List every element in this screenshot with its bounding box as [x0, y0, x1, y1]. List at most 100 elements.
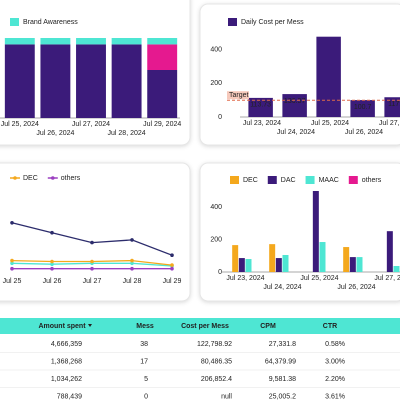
table-header: CTR: [323, 323, 337, 330]
legend-swatch: [50, 176, 55, 180]
x-tick-label: Jul 25, 2024: [1, 121, 39, 128]
point: [170, 253, 174, 257]
table-cell: 122,798.92: [197, 341, 232, 348]
table-cell: 0: [144, 393, 148, 400]
point: [130, 238, 134, 242]
bar-segment: [4, 38, 35, 45]
bar-segment: [147, 70, 178, 118]
legend-swatch: [228, 18, 237, 26]
point: [90, 266, 94, 271]
bar: [248, 97, 273, 117]
y-tick-label: 0: [218, 114, 222, 121]
data-label: 100.7: [354, 104, 372, 111]
x-tick-label: Jul 24, 2024: [277, 129, 315, 136]
table-cell: 5: [144, 376, 148, 383]
table-cell: 1,368,268: [51, 358, 82, 365]
point: [10, 266, 14, 271]
x-tick-label: Jul 26, 2024: [36, 130, 74, 137]
bar: [269, 244, 276, 272]
table-cell: 17: [140, 358, 148, 365]
table-header-bg: [0, 318, 400, 334]
bar: [245, 259, 252, 272]
table-cell: 64,379.99: [265, 358, 296, 365]
x-tick-label: Jul 28, 2024: [108, 130, 146, 137]
x-tick-label: Jul 26, 2024: [337, 284, 375, 291]
x-tick-label: Jul 27, 2024: [379, 120, 400, 127]
legend-swatch: [10, 18, 19, 26]
bar: [316, 36, 341, 117]
legend-swatch: [267, 176, 277, 184]
x-tick-label: Jul 23, 2024: [243, 120, 281, 127]
card: [0, 162, 191, 302]
bar: [393, 266, 400, 272]
x-tick-label: Jul 25: [3, 278, 22, 285]
bar-segment: [76, 38, 106, 45]
y-tick-label: 400: [210, 47, 222, 54]
bar-segment: [76, 44, 106, 118]
bar-segment: [111, 38, 142, 45]
point: [90, 259, 94, 264]
point: [50, 262, 54, 267]
bar: [238, 258, 245, 272]
x-tick-label: Jul 29, 2024: [143, 121, 181, 128]
y-tick-label: 200: [210, 80, 222, 87]
bar: [232, 245, 239, 272]
point: [10, 221, 14, 225]
y-tick-label: 200: [210, 236, 222, 243]
x-tick-label: Jul 26: [43, 278, 62, 285]
table-cell: 3.61%: [325, 393, 345, 400]
table-cell: 3.00%: [325, 358, 345, 365]
legend-label: DEC: [23, 175, 38, 182]
table-cell: 80,486.35: [201, 358, 232, 365]
x-tick-label: Jul 27: [83, 278, 102, 285]
table-cell: 25,005.2: [269, 393, 296, 400]
bar: [349, 257, 356, 272]
point: [130, 266, 134, 271]
table-cell: 1,034,262: [51, 376, 82, 383]
data-label: 117.6: [388, 101, 400, 108]
legend-label: DEC: [243, 177, 258, 184]
bar: [384, 97, 400, 117]
table-cell: null: [221, 393, 232, 400]
bar: [275, 258, 282, 272]
point: [130, 258, 134, 263]
data-label: 113.73: [250, 102, 271, 109]
bar: [319, 242, 326, 272]
legend-swatch: [13, 176, 17, 180]
point: [50, 259, 54, 264]
point: [90, 240, 94, 245]
legend-label: others: [362, 177, 382, 184]
bar: [386, 231, 393, 272]
legend-swatch: [305, 176, 315, 184]
table-header: Cost per Mess: [181, 323, 229, 330]
x-tick-label: Jul 26, 2024: [345, 129, 383, 136]
x-tick-label: Jul 27, 2024: [374, 275, 400, 282]
bar: [350, 100, 375, 117]
y-tick-label: 400: [210, 204, 222, 211]
point: [10, 261, 14, 266]
point: [130, 261, 134, 266]
bar-segment: [4, 44, 35, 118]
table-header: Amount spent: [38, 323, 86, 330]
table-cell: 4,666,359: [51, 341, 82, 348]
legend-label: Daily Cost per Mess: [241, 19, 304, 26]
x-tick-label: Jul 25, 2024: [300, 275, 338, 282]
sort-icon[interactable]: [88, 324, 92, 327]
legend-swatch: [230, 176, 239, 184]
y-tick-label: 0: [218, 269, 222, 276]
x-tick-label: Jul 24, 2024: [263, 284, 301, 291]
bar-segment: [147, 44, 178, 70]
bar-segment: [147, 38, 178, 45]
legend-label: DAC: [281, 177, 296, 184]
x-tick-label: Jul 28: [123, 278, 142, 285]
legend-label: others: [61, 175, 81, 182]
table-cell: 206,852.4: [201, 376, 232, 383]
bar-segment: [111, 44, 142, 118]
bar: [343, 247, 350, 272]
table-cell: 788,439: [57, 393, 82, 400]
legend-label: Brand Awareness: [23, 19, 78, 26]
x-tick-label: Jul 29: [163, 278, 182, 285]
table-cell: 9,581.38: [269, 376, 296, 383]
point: [50, 230, 54, 235]
